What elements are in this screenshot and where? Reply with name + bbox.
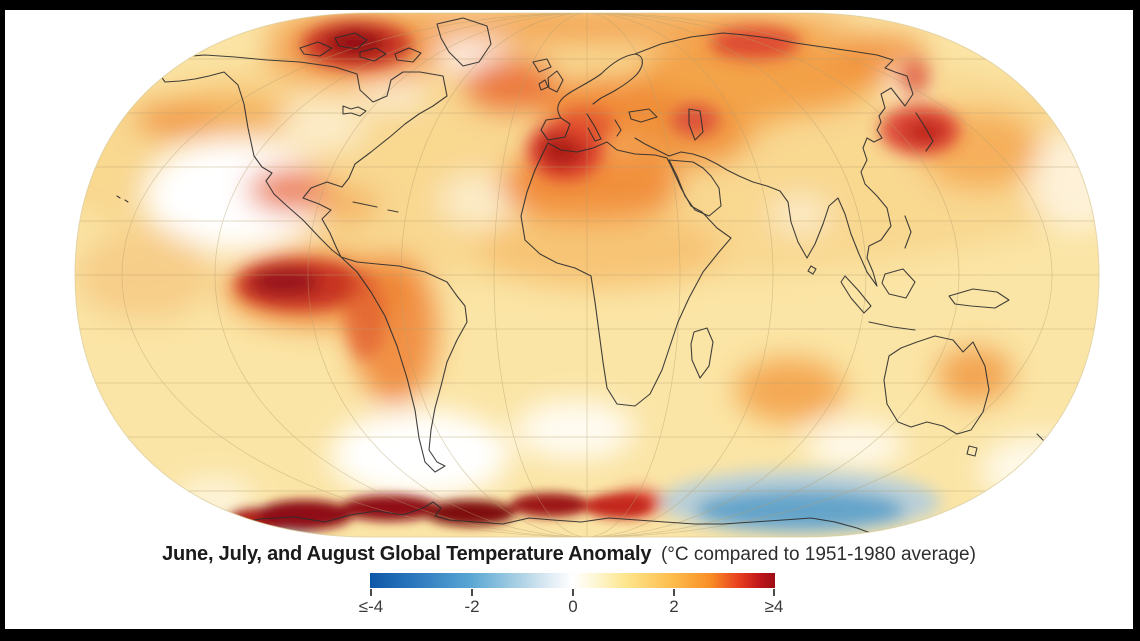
- neutral-patagonia: [330, 410, 510, 500]
- cuba-hispaniola: [352, 201, 399, 213]
- neutral-central-pacific: [1030, 130, 1099, 230]
- legend-tick-mark: [572, 589, 574, 596]
- italy: [586, 113, 602, 142]
- black-sea: [628, 108, 658, 123]
- hotspot-japan-core: [905, 120, 945, 144]
- continent-north-america: [157, 54, 448, 258]
- continent-africa: [520, 141, 732, 407]
- java: [868, 321, 916, 331]
- caption-title: June, July, and August Global Temperatur…: [162, 543, 652, 565]
- philippines: [904, 215, 912, 249]
- arctic-islands: [299, 32, 422, 63]
- content-area: June, July, and August Global Temperatur…: [5, 10, 1133, 629]
- continent-australia: [883, 335, 990, 435]
- japan: [915, 112, 934, 152]
- warm-equatorial-africa: [480, 210, 720, 290]
- greenland: [436, 17, 492, 67]
- hotspot-antarctic-3: [340, 495, 440, 521]
- coastlines: [116, 17, 1066, 535]
- legend-tick-label: ≤-4: [358, 597, 384, 616]
- tasmania: [966, 445, 978, 457]
- hotspot-france: [555, 107, 615, 143]
- continent-south-america: [340, 256, 468, 473]
- hotspot-laptev-coast: [710, 27, 800, 59]
- hotspot-kamchatka: [900, 59, 930, 95]
- map-clip-group: [75, 13, 1099, 537]
- hotspot-antarctic-2: [257, 500, 353, 530]
- new-guinea: [948, 288, 1010, 309]
- sri-lanka: [807, 265, 817, 275]
- british-isles: [538, 70, 564, 93]
- new-zealand: [1036, 433, 1066, 463]
- hotspot-antarctic-6: [583, 494, 651, 518]
- arabia: [668, 159, 722, 217]
- warm-quebec: [462, 57, 558, 113]
- warm-east-australia: [937, 347, 1013, 403]
- legend-tick-label: -2: [464, 597, 480, 616]
- neutral-us-midwest: [275, 100, 365, 150]
- hotspot-peru-coast: [345, 270, 385, 360]
- hotspot-canadian-arctic-core: [325, 30, 385, 56]
- antarctica-coast: [229, 501, 874, 535]
- legend-tick-mark: [370, 589, 372, 596]
- legend-tick-mark: [773, 589, 775, 596]
- legend-tick-label: ≥4: [764, 597, 784, 616]
- sumatra: [840, 275, 872, 314]
- europe-coast: [557, 53, 643, 119]
- madagascar: [690, 327, 714, 379]
- neutral-india: [772, 197, 828, 233]
- hotspot-caspian: [671, 104, 719, 136]
- legend-tick-label: 0: [568, 597, 578, 616]
- temperature-legend: ≤-4 -2 0 2 ≥4: [359, 573, 783, 623]
- neutral-sw-australia: [805, 420, 905, 470]
- caption-qualifier: (°C compared to 1951-1980 average): [660, 544, 976, 565]
- map-outline: [74, 12, 1100, 538]
- caspian-sea: [688, 108, 704, 141]
- neutral-south-of-africa: [515, 400, 635, 460]
- warm-nw-america: [170, 93, 290, 137]
- neutral-east-pacific: [145, 140, 325, 250]
- warm-indian-ocean: [735, 358, 845, 422]
- legend-tick-mark: [471, 589, 473, 596]
- neutral-mid-atlantic: [440, 175, 520, 225]
- legend-gradient-bar: [370, 573, 775, 588]
- great-lakes: [342, 105, 367, 117]
- world-map: [74, 12, 1100, 538]
- coolspot-east-antarctica: [695, 490, 905, 530]
- legend-tick-mark: [673, 589, 675, 596]
- borneo: [881, 268, 916, 299]
- balkans: [614, 119, 622, 137]
- hawaii: [116, 195, 129, 203]
- hotspot-antarctic-5: [510, 493, 590, 517]
- anomaly-soft-blobs: [75, 13, 1099, 522]
- map-caption: June, July, and August Global Temperatur…: [5, 543, 1133, 566]
- hotspot-se-pacific-core: [250, 268, 320, 296]
- continent-asia: [634, 32, 914, 287]
- graticule: [75, 13, 1099, 537]
- legend-tick-label: 2: [669, 597, 679, 616]
- iceland: [532, 58, 552, 73]
